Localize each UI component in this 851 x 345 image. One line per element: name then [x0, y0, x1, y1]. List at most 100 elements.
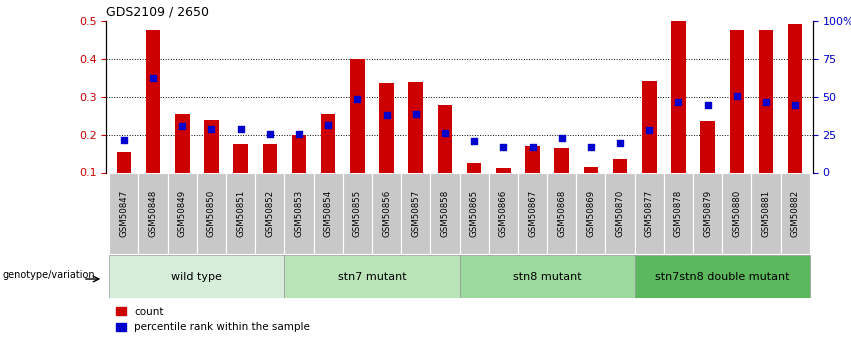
Point — [234, 126, 248, 132]
Bar — [613, 159, 627, 172]
Point — [614, 140, 627, 146]
Bar — [642, 81, 657, 172]
Point — [467, 139, 481, 144]
Text: GSM50866: GSM50866 — [499, 189, 508, 237]
Text: GSM50856: GSM50856 — [382, 189, 391, 237]
Bar — [460, 172, 488, 254]
Text: GSM50877: GSM50877 — [645, 189, 654, 237]
Text: GSM50879: GSM50879 — [703, 189, 712, 237]
Bar — [292, 135, 306, 172]
Bar — [226, 172, 255, 254]
Bar — [467, 163, 482, 172]
Bar — [175, 114, 190, 172]
Bar — [635, 255, 810, 298]
Bar — [547, 172, 576, 254]
Point — [759, 100, 773, 105]
Text: GSM50865: GSM50865 — [470, 189, 478, 237]
Bar — [488, 172, 518, 254]
Text: GSM50851: GSM50851 — [236, 189, 245, 237]
Text: GSM50852: GSM50852 — [266, 189, 274, 237]
Point — [643, 127, 656, 133]
Point — [409, 112, 423, 117]
Bar — [284, 172, 314, 254]
Bar — [380, 83, 394, 172]
Point — [204, 126, 218, 132]
Bar — [722, 172, 751, 254]
Point — [730, 93, 744, 99]
Bar — [525, 146, 540, 172]
Bar — [168, 172, 197, 254]
Bar — [109, 172, 139, 254]
Point — [438, 131, 452, 136]
Text: GSM50869: GSM50869 — [586, 189, 596, 237]
Bar — [700, 120, 715, 172]
Text: stn8 mutant: stn8 mutant — [513, 272, 581, 282]
Bar — [408, 82, 423, 172]
Bar — [233, 144, 248, 172]
Bar — [117, 152, 131, 172]
Text: GSM50858: GSM50858 — [441, 189, 449, 237]
Text: GSM50882: GSM50882 — [791, 189, 800, 237]
Bar — [372, 172, 401, 254]
Text: GSM50880: GSM50880 — [733, 189, 741, 237]
Bar — [197, 172, 226, 254]
Text: GSM50878: GSM50878 — [674, 189, 683, 237]
Text: GSM50881: GSM50881 — [762, 189, 770, 237]
Bar — [605, 172, 635, 254]
Bar — [780, 172, 810, 254]
Text: GDS2109 / 2650: GDS2109 / 2650 — [106, 5, 209, 18]
Text: GSM50867: GSM50867 — [528, 189, 537, 237]
Bar — [401, 172, 431, 254]
Bar — [664, 172, 693, 254]
Bar — [554, 148, 569, 172]
Bar — [788, 24, 802, 172]
Text: GSM50848: GSM50848 — [149, 189, 157, 237]
Bar — [693, 172, 722, 254]
Point — [292, 131, 306, 137]
Point — [146, 76, 160, 81]
Point — [526, 144, 540, 149]
Bar — [431, 172, 460, 254]
Text: GSM50853: GSM50853 — [294, 189, 304, 237]
Point — [584, 144, 597, 149]
Text: GSM50850: GSM50850 — [207, 189, 216, 237]
Text: genotype/variation: genotype/variation — [2, 270, 94, 280]
Bar — [343, 172, 372, 254]
Text: GSM50857: GSM50857 — [411, 189, 420, 237]
Bar — [350, 59, 365, 172]
Bar — [109, 255, 284, 298]
Bar — [262, 144, 277, 172]
Point — [671, 100, 685, 105]
Bar — [255, 172, 284, 254]
Bar — [671, 21, 686, 172]
Point — [117, 137, 131, 143]
Point — [555, 135, 568, 140]
Text: GSM50855: GSM50855 — [353, 189, 362, 237]
Point — [788, 102, 802, 108]
Bar — [496, 168, 511, 172]
Bar — [139, 172, 168, 254]
Bar — [729, 30, 744, 172]
Bar — [437, 105, 452, 172]
Text: GSM50849: GSM50849 — [178, 189, 186, 237]
Bar — [518, 172, 547, 254]
Bar — [204, 120, 219, 172]
Bar — [759, 30, 774, 172]
Point — [263, 131, 277, 137]
Bar — [584, 167, 598, 172]
Point — [175, 124, 189, 129]
Bar — [146, 30, 160, 172]
Bar — [751, 172, 780, 254]
Bar — [314, 172, 343, 254]
Text: stn7stn8 double mutant: stn7stn8 double mutant — [655, 272, 790, 282]
Point — [496, 144, 510, 149]
Legend: count, percentile rank within the sample: count, percentile rank within the sample — [111, 303, 315, 336]
Point — [351, 97, 364, 102]
Bar — [635, 172, 664, 254]
Bar — [460, 255, 635, 298]
Text: GSM50870: GSM50870 — [615, 189, 625, 237]
Text: wild type: wild type — [171, 272, 222, 282]
Bar — [321, 115, 335, 172]
Text: GSM50854: GSM50854 — [323, 189, 333, 237]
Text: GSM50847: GSM50847 — [119, 189, 129, 237]
